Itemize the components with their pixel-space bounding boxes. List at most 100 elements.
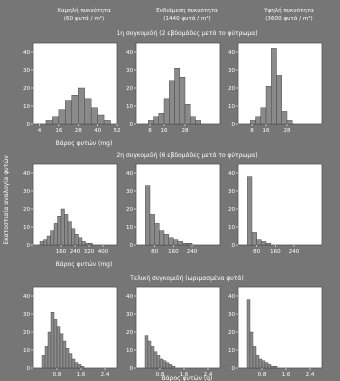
y-tick-label: 10 xyxy=(228,104,235,110)
histogram-bar xyxy=(145,185,151,246)
histogram-bar xyxy=(52,116,60,125)
histogram-bar xyxy=(71,358,76,369)
histogram-bar xyxy=(271,48,277,125)
histogram-bar xyxy=(246,299,251,369)
histogram-bar xyxy=(165,362,170,369)
column-header-2-line1: Ενδιάμεση πυκνότητα xyxy=(156,7,218,14)
histogram-bar xyxy=(90,107,98,125)
y-tick-label: 0 xyxy=(27,366,31,372)
histogram-bar xyxy=(62,340,67,369)
y-tick-label: 40 xyxy=(126,294,133,300)
x-tick-label: 0.8 xyxy=(156,372,165,378)
column-header-2-line2: (1440 φυτά / m²) xyxy=(163,15,211,22)
x-tick-label: 16 xyxy=(263,128,270,134)
histogram-bar xyxy=(158,112,165,125)
y-tick-label: 20 xyxy=(228,86,235,92)
histogram-bar xyxy=(276,75,282,125)
y-tick-label: 30 xyxy=(126,189,133,195)
histogram-bar xyxy=(159,230,165,246)
histogram-bar xyxy=(264,362,269,369)
y-axis-label: Εκατοστιαία αναλογία φυτών xyxy=(3,155,10,245)
histogram-bar xyxy=(250,120,256,125)
row-title-1: 1η συγκομιδή (2 εβδομάδες μετά το φύτρωμ… xyxy=(116,30,257,37)
histogram-bar xyxy=(174,67,180,125)
column-header-3-line1: Υψηλή πυκνότητα xyxy=(263,7,314,14)
histogram-bar xyxy=(168,364,173,369)
histogram-bar xyxy=(45,120,53,125)
histogram-bar xyxy=(77,364,82,369)
x-tick-label: 80 xyxy=(151,249,158,255)
histogram-panel-r3c2: 0 10 20 30 40 0.8 1.6 2.4 xyxy=(126,286,221,378)
histogram-bar xyxy=(53,223,58,246)
y-tick-label: 20 xyxy=(23,330,30,336)
column-header-1-line1: Χαμηλή πυκνότητα xyxy=(57,7,111,14)
y-tick-label: 0 xyxy=(130,122,134,128)
histogram-bar xyxy=(252,346,257,369)
y-tick-label: 40 xyxy=(23,294,30,300)
histogram-bar xyxy=(43,239,48,246)
histogram-bar xyxy=(39,241,44,246)
y-tick-label: 0 xyxy=(232,243,236,249)
x-tick-label: 240 xyxy=(289,249,300,255)
histogram-bar xyxy=(65,100,72,125)
y-tick-label: 20 xyxy=(23,86,30,92)
histogram-bar xyxy=(163,98,170,125)
histogram-bar xyxy=(71,228,76,246)
row-title-3: Τελική συγκομιδή (ωριμασμένα φυτά) xyxy=(129,275,243,282)
histogram-bar xyxy=(56,326,61,369)
y-tick-label: 30 xyxy=(23,68,30,74)
histogram-bar xyxy=(50,312,55,369)
histogram-bar xyxy=(177,241,183,246)
y-tick-label: 30 xyxy=(228,189,235,195)
histogram-bar xyxy=(179,76,186,125)
x-tick-label: 28 xyxy=(182,128,189,134)
histogram-panel-r1c1: 0 10 20 30 40 4 16 28 40 52 xyxy=(23,42,121,134)
histogram-bar xyxy=(249,331,254,369)
histogram-bar xyxy=(59,333,64,369)
x-tick-label: 16 xyxy=(161,128,168,134)
column-header-3-line2: (3600 φυτά / m²) xyxy=(265,15,313,22)
y-tick-label: 10 xyxy=(23,225,30,231)
histogram-bar xyxy=(190,116,196,125)
histogram-bar xyxy=(68,353,73,369)
histogram-bar xyxy=(182,242,188,246)
y-tick-label: 10 xyxy=(126,104,133,110)
x-tick-label: 80 xyxy=(253,249,260,255)
histogram-panel-r1c2: 0 10 20 30 40 8 16 28 xyxy=(126,42,221,134)
x-tick-label: 240 xyxy=(70,249,81,255)
histogram-panel-r2c3: 0 10 20 30 40 80 160 240 xyxy=(228,163,323,255)
x-tick-label: 0.8 xyxy=(53,372,62,378)
histogram-bar xyxy=(184,103,191,125)
histogram-bar xyxy=(144,335,149,369)
x-tick-label: 4 xyxy=(38,128,42,134)
x-tick-label: 2.4 xyxy=(306,372,315,378)
histogram-bar xyxy=(247,176,253,246)
y-tick-label: 10 xyxy=(228,225,235,231)
y-tick-label: 0 xyxy=(27,243,31,249)
x-tick-label: 240 xyxy=(187,249,198,255)
x-axis-label-row-3: Βάρος φυτών (g) xyxy=(162,375,213,381)
y-tick-label: 10 xyxy=(126,225,133,231)
histogram-bar xyxy=(258,358,263,369)
x-tick-label: 28 xyxy=(284,128,291,134)
histogram-bar xyxy=(47,331,52,369)
y-tick-label: 30 xyxy=(126,68,133,74)
histogram-bar xyxy=(251,232,257,246)
y-tick-label: 0 xyxy=(130,366,134,372)
y-tick-label: 0 xyxy=(232,122,236,128)
x-tick-label: 8 xyxy=(250,128,254,134)
histogram-bar xyxy=(147,340,152,369)
y-tick-label: 10 xyxy=(228,348,235,354)
y-tick-label: 40 xyxy=(228,50,235,56)
x-tick-label: 160 xyxy=(270,249,281,255)
histogram-bar xyxy=(195,120,201,125)
x-tick-label: 16 xyxy=(55,128,62,134)
histogram-bar xyxy=(58,109,66,125)
x-tick-label: 52 xyxy=(114,128,121,134)
histogram-bar xyxy=(57,215,62,246)
y-tick-label: 10 xyxy=(23,104,30,110)
histogram-bar xyxy=(281,111,288,125)
x-axis-label-row-1: Βάρος φυτών (mg) xyxy=(56,140,113,147)
